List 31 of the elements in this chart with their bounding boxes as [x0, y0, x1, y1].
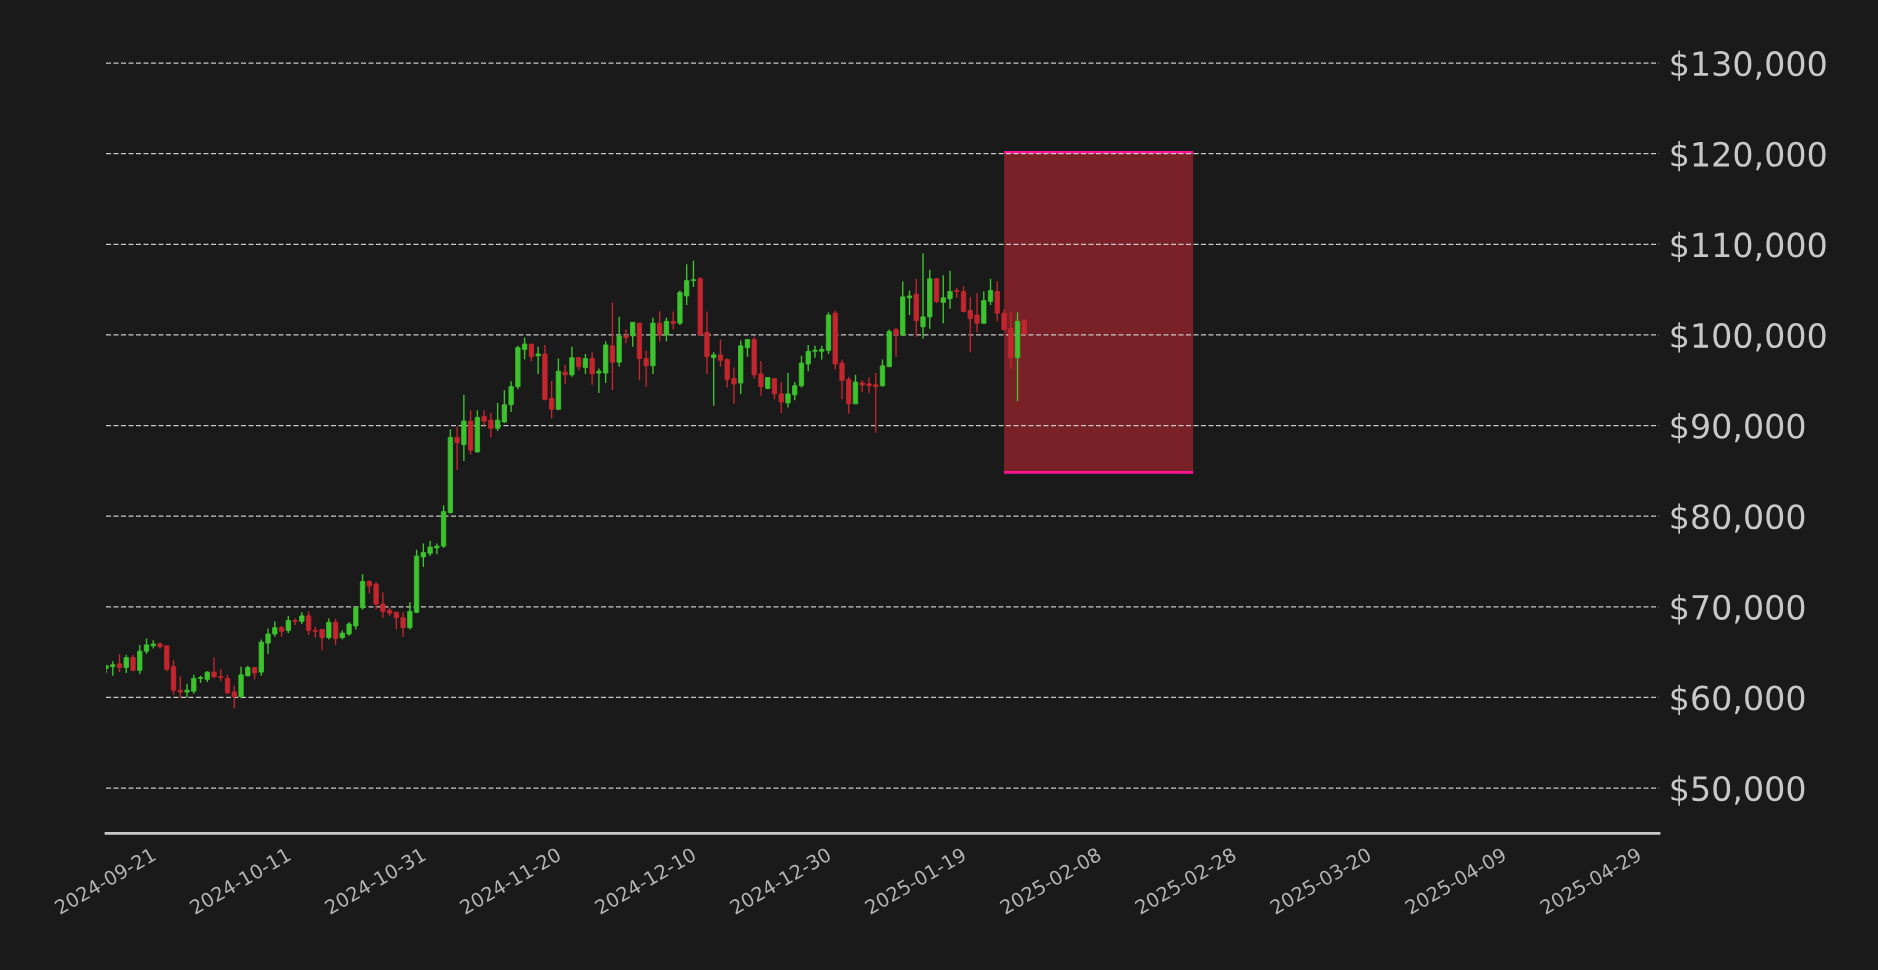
y-tick-label: $130,000 [1671, 50, 1826, 81]
y-tick-label: $70,000 [1671, 594, 1805, 625]
y-tick-label: $110,000 [1671, 231, 1826, 262]
candlestick [589, 351, 595, 386]
candlestick [332, 617, 339, 646]
y-tick-label: $80,000 [1671, 503, 1805, 534]
candlestick [663, 317, 670, 343]
candlestick [623, 328, 629, 344]
y-tick-label: $90,000 [1671, 412, 1805, 444]
y-tick-label: $50,000 [1671, 775, 1805, 806]
candlestick [630, 321, 636, 348]
candlestick [657, 310, 663, 343]
candlestick [535, 346, 541, 375]
candlestick [670, 310, 676, 331]
candlestick [116, 653, 123, 673]
y-tick-label: $60,000 [1671, 684, 1805, 716]
candlestick [569, 346, 575, 378]
candlestick [893, 327, 899, 358]
candlestick [582, 353, 589, 375]
candlestick [123, 654, 129, 674]
candlestick [609, 301, 616, 391]
candlestick [852, 374, 859, 405]
candlestick [562, 364, 568, 385]
candlestick [461, 394, 467, 462]
candlestick [454, 425, 460, 471]
candlestick [326, 617, 332, 641]
candlestick [495, 402, 501, 432]
y-tick-label: $100,000 [1671, 322, 1826, 353]
candlestick [933, 277, 940, 304]
candlestick [711, 351, 717, 407]
y-tick-label: $120,000 [1671, 141, 1826, 172]
